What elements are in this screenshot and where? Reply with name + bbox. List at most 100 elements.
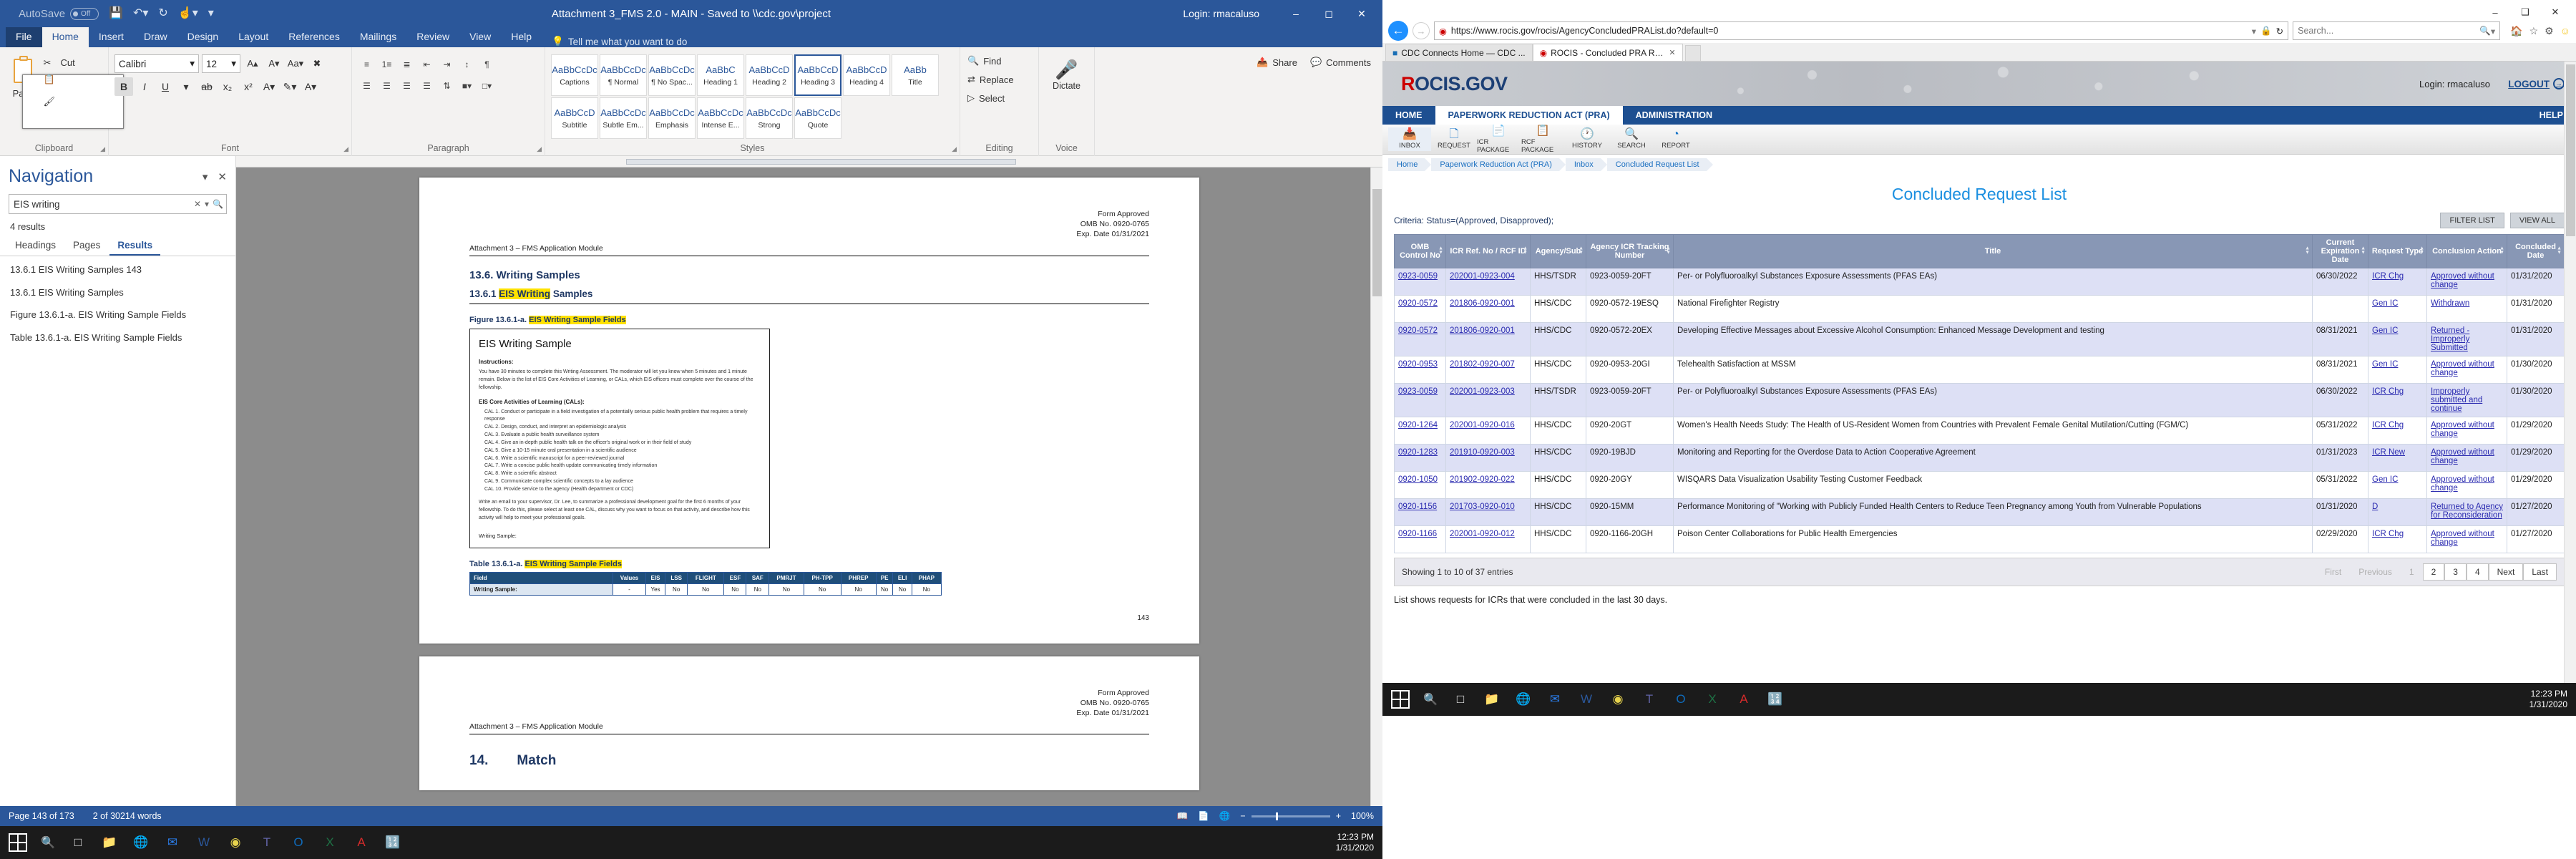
mail-icon[interactable]: ✉ (167, 835, 178, 849)
redo-icon[interactable]: ↻ (158, 7, 168, 19)
teams-icon[interactable]: T (263, 835, 271, 849)
numbering-icon[interactable]: 1≡ (381, 59, 392, 69)
tab-insert[interactable]: Insert (98, 31, 124, 42)
close-icon[interactable]: ✕ (2551, 6, 2560, 17)
view-all-button[interactable]: VIEW ALL (2509, 213, 2565, 228)
style-no-spacing[interactable]: AaBbCcDc ¶ No Spac... (648, 54, 696, 96)
style-heading-4[interactable]: AaBbCcD Heading 4 (843, 54, 890, 96)
subnav-inbox[interactable]: 📥 INBOX (1388, 127, 1431, 151)
print-layout-icon[interactable]: 📄 (1198, 810, 1209, 821)
rocis-sub-nav[interactable]: 📥 INBOX 🗋 REQUEST 📄 ICR PACKAGE 📋 RCF PA… (1382, 125, 2576, 155)
pdf-icon[interactable]: A (357, 835, 366, 849)
change-case-icon[interactable]: Aa▾ (287, 58, 304, 69)
conclusion-action-link[interactable]: Approved without change (2431, 360, 2494, 377)
pager-page-4[interactable]: 4 (2466, 563, 2489, 581)
browser-scrollbar[interactable] (2564, 62, 2576, 716)
style-title[interactable]: AaBb Title (892, 54, 939, 96)
tab-draw[interactable]: Draw (143, 31, 167, 42)
icr-link[interactable]: 201910-0920-003 (1450, 448, 1515, 457)
task-view-icon[interactable]: □ (1456, 692, 1465, 706)
pager-next[interactable]: Next (2488, 563, 2524, 581)
sort-icon[interactable]: ▲ ▼ (1579, 246, 1584, 256)
style-strong[interactable]: AaBbCcDc Strong (746, 97, 793, 139)
paragraph-dialog-launcher[interactable]: ◢ (537, 145, 542, 152)
search-dropdown-icon[interactable]: ▾ (2490, 26, 2496, 37)
browser-search-box[interactable]: Search... 🔍 ▾ (2293, 21, 2501, 40)
font-color-icon[interactable]: A▾ (304, 80, 317, 92)
conclusion-action-link[interactable]: Approved without change (2431, 448, 2494, 465)
th-omb-control-no[interactable]: OMB Control No ▲ ▼ (1394, 234, 1446, 268)
style-heading-1[interactable]: AaBbC Heading 1 (697, 54, 744, 96)
conclusion-action-link[interactable]: Improperly submitted and continue (2431, 387, 2483, 413)
subnav-history[interactable]: 🕐 HISTORY (1566, 127, 1609, 151)
edge-icon[interactable]: 🌐 (133, 835, 149, 849)
show-formatting-marks-icon[interactable]: ¶ (484, 59, 489, 69)
tab-references[interactable]: References (288, 31, 340, 42)
navigation-close-icon[interactable]: ✕ (218, 170, 227, 183)
read-mode-icon[interactable]: 📖 (1176, 810, 1189, 821)
close-tab-icon[interactable]: ✕ (1669, 49, 1676, 57)
select-button[interactable]: ▷ Select (966, 89, 1033, 107)
style-intense-emphasis[interactable]: AaBbCcDc Intense E... (697, 97, 744, 139)
omb-link[interactable]: 0920-1050 (1398, 475, 1438, 484)
style-emphasis[interactable]: AaBbCcDc Emphasis (648, 97, 696, 139)
icr-link[interactable]: 202001-0923-003 (1450, 387, 1515, 396)
tab-home[interactable]: Home (42, 27, 89, 47)
search-icon[interactable]: 🔍 (1423, 694, 1438, 706)
sort-icon[interactable]: ▲ ▼ (2419, 246, 2424, 256)
sort-icon[interactable]: ▲ ▼ (1666, 246, 1671, 256)
navigation-search-box[interactable]: ✕ ▾ 🔍 (9, 194, 227, 214)
breadcrumb-inbox[interactable]: Inbox (1565, 158, 1607, 171)
quick-access-toolbar[interactable]: AutoSave Off 💾 ↶▾ ↻ ☝▾ ▾ (0, 7, 214, 20)
sort-icon[interactable]: ▲ ▼ (1438, 246, 1443, 256)
request-type-link[interactable]: Gen IC (2372, 299, 2399, 308)
pager-last[interactable]: Last (2523, 563, 2557, 581)
subnav-search[interactable]: 🔍 SEARCH (1610, 127, 1653, 151)
omb-link[interactable]: 0923-0059 (1398, 272, 1438, 281)
pager-first[interactable]: First (2324, 567, 2342, 577)
zoom-level[interactable]: 100% (1351, 811, 1374, 821)
search-icon[interactable]: 🔍 (41, 837, 55, 849)
omb-link[interactable]: 0920-1283 (1398, 448, 1438, 457)
italic-button[interactable]: I (143, 81, 146, 92)
borders-icon[interactable]: □▾ (482, 80, 492, 91)
style-subtle-emphasis[interactable]: AaBbCcDc Subtle Em... (600, 97, 647, 139)
rocis-logo[interactable]: ROCIS.GOV (1382, 73, 1508, 95)
icr-link[interactable]: 201703-0920-010 (1450, 503, 1515, 511)
navigation-search-input[interactable] (12, 198, 190, 210)
increase-font-size-icon[interactable]: A▴ (247, 58, 258, 69)
zoom-knob[interactable] (1275, 812, 1278, 820)
table-row[interactable]: 0920-1166 202001-0920-012 HHS/CDC 0920-1… (1394, 525, 2565, 553)
strikethrough-button[interactable]: ab (201, 81, 213, 92)
taskbar-clock[interactable]: 12:23 PM 1/31/2020 (1336, 832, 1382, 853)
th-current-expiration-date[interactable]: Current Expiration Date ▲ ▼ (2312, 234, 2368, 268)
chrome-icon[interactable]: ◉ (1612, 692, 1624, 706)
favorites-icon[interactable]: ☆ (2529, 24, 2539, 37)
table-row[interactable]: 0920-0572 201806-0920-001 HHS/CDC 0920-0… (1394, 322, 2565, 356)
edge-icon[interactable]: 🌐 (1516, 692, 1531, 706)
increase-indent-icon[interactable]: ⇥ (443, 59, 451, 69)
subnav-request[interactable]: 🗋 REQUEST (1433, 127, 1475, 151)
bullets-icon[interactable]: ≡ (364, 59, 369, 69)
styles-dialog-launcher[interactable]: ◢ (952, 145, 957, 152)
tab-design[interactable]: Design (187, 31, 219, 42)
zoom-slider[interactable] (1251, 812, 1330, 820)
omb-link[interactable]: 0920-0572 (1398, 299, 1438, 308)
th-request-type[interactable]: Request Type ▲ ▼ (2368, 234, 2427, 268)
align-left-icon[interactable]: ☰ (363, 80, 371, 91)
style-normal[interactable]: AaBbCcDc ¶ Normal (600, 54, 647, 96)
omb-link[interactable]: 0920-0953 (1398, 360, 1438, 369)
emoji-icon[interactable]: ☺ (2560, 24, 2570, 37)
refresh-icon[interactable]: ↻ (2275, 26, 2284, 37)
folder-icon[interactable]: 📁 (102, 835, 117, 849)
clear-formatting-icon[interactable]: ✖ (313, 58, 321, 69)
request-type-link[interactable]: ICR Chg (2372, 421, 2404, 430)
sort-icon[interactable]: ▲ ▼ (2305, 246, 2310, 256)
nav-result-item[interactable]: 13.6.1 EIS Writing Samples (10, 286, 124, 298)
search-dropdown-icon[interactable]: ▾ (205, 199, 210, 209)
align-center-icon[interactable]: ☰ (383, 80, 391, 91)
close-icon[interactable]: ✕ (1357, 7, 1366, 19)
request-type-link[interactable]: D (2372, 503, 2379, 511)
table-row[interactable]: 0920-1156 201703-0920-010 HHS/CDC 0920-1… (1394, 498, 2565, 526)
request-type-link[interactable]: ICR Chg (2372, 272, 2404, 281)
